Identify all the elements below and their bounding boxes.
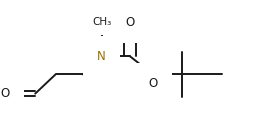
Text: N: N — [97, 50, 106, 63]
Text: O: O — [0, 87, 9, 100]
Text: CH₃: CH₃ — [92, 17, 111, 27]
Text: O: O — [149, 77, 158, 90]
Text: O: O — [125, 16, 135, 29]
